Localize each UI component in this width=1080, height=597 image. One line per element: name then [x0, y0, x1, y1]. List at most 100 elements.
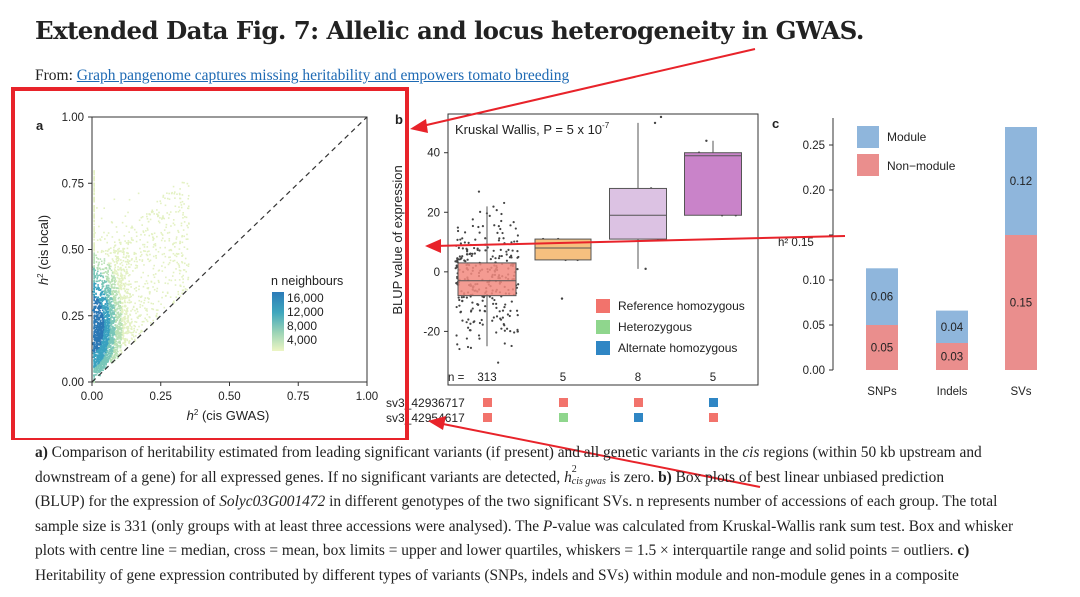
scatter-point: [102, 317, 105, 320]
scatter-point: [107, 232, 110, 234]
scatter-point: [97, 258, 99, 260]
scatter-point: [108, 319, 111, 322]
scatter-point: [123, 234, 126, 237]
scatter-point: [101, 300, 104, 303]
scatter-point: [93, 207, 95, 209]
scatter-point: [100, 272, 102, 275]
scatter-point: [105, 292, 107, 295]
data-point: [495, 209, 498, 212]
scatter-point: [120, 313, 123, 316]
scatter-point: [143, 264, 145, 266]
scatter-point: [96, 345, 98, 347]
scatter-point: [120, 250, 122, 252]
scatter-point: [98, 323, 100, 326]
scatter-point: [106, 277, 109, 279]
data-point: [461, 237, 464, 240]
scatter-point: [119, 312, 122, 315]
scatter-point: [111, 283, 114, 286]
scatter-point: [104, 334, 107, 337]
scatter-point: [93, 305, 95, 308]
scatter-point: [95, 315, 98, 318]
scatter-point: [93, 215, 95, 217]
legend-swatch-module: [857, 126, 879, 148]
scatter-point: [112, 358, 114, 360]
scatter-point: [137, 192, 140, 195]
scatter-point: [179, 240, 181, 243]
scatter-point: [104, 360, 106, 363]
scatter-point: [103, 331, 106, 333]
scatter-point: [179, 295, 182, 298]
data-point: [467, 318, 470, 321]
scatter-point: [101, 334, 103, 337]
bar-nonmodule: [866, 325, 898, 370]
scatter-point: [125, 322, 128, 325]
scatter-point: [109, 318, 112, 321]
scatter-point: [154, 244, 157, 247]
scatter-point: [107, 294, 109, 297]
scatter-point: [125, 291, 128, 294]
scatter-point: [101, 342, 103, 345]
scatter-point: [114, 321, 117, 323]
scatter-point: [140, 295, 143, 298]
scatter-point: [115, 314, 117, 317]
outlier: [659, 115, 663, 119]
data-point: [499, 248, 502, 251]
scatter-point: [99, 354, 102, 357]
scatter-point: [114, 354, 117, 356]
scatter-point: [102, 293, 105, 296]
scatter-point: [111, 332, 113, 335]
scatter-point: [135, 290, 138, 292]
scatter-point: [100, 328, 103, 331]
scatter-point: [120, 272, 122, 274]
scatter-point: [126, 310, 129, 313]
data-point: [471, 224, 474, 228]
scatter-point: [128, 296, 130, 299]
scatter-point: [106, 276, 108, 278]
scatter-point: [110, 283, 113, 286]
scatter-point: [117, 350, 119, 353]
scatter-point: [108, 300, 110, 303]
scatter-point: [93, 254, 95, 256]
scatter-point: [117, 317, 119, 320]
scatter-point: [173, 192, 176, 195]
data-point: [503, 201, 506, 205]
scatter-point: [148, 213, 150, 215]
scatter-point: [177, 263, 180, 265]
scatter-point: [119, 345, 122, 348]
scatter-point: [175, 241, 177, 244]
scatter-point: [153, 237, 155, 240]
scatter-point: [115, 287, 117, 289]
scatter-point: [137, 317, 139, 319]
scatter-point: [96, 303, 99, 305]
scatter-point: [119, 297, 122, 300]
scatter-point: [118, 340, 120, 343]
scatter-point: [93, 331, 95, 334]
scatter-point: [128, 266, 130, 268]
scatter-point: [107, 325, 110, 328]
scatter-point: [146, 254, 149, 257]
scatter-point: [117, 283, 119, 286]
article-link[interactable]: Graph pangenome captures missing heritab…: [76, 67, 570, 84]
scatter-point: [97, 268, 99, 271]
scatter-point: [174, 254, 176, 257]
scatter-point: [147, 258, 149, 261]
scatter-point: [117, 311, 120, 314]
scatter-point: [129, 323, 132, 325]
scatter-point: [94, 232, 96, 234]
scatter-point: [97, 322, 99, 325]
scatter-point: [130, 321, 133, 324]
scatter-point: [123, 339, 126, 342]
scatter-point: [123, 341, 126, 344]
scatter-point: [135, 264, 137, 267]
scatter-point: [102, 357, 104, 359]
scatter-point: [159, 200, 162, 202]
scatter-point: [128, 198, 131, 201]
scatter-point: [96, 276, 99, 278]
scatter-point: [95, 351, 97, 354]
scatter-point: [161, 237, 164, 240]
scatter-point: [112, 329, 115, 331]
scatter-point: [106, 298, 108, 300]
scatter-point: [96, 341, 98, 344]
scatter-point: [151, 308, 153, 310]
scatter-point: [106, 304, 109, 307]
